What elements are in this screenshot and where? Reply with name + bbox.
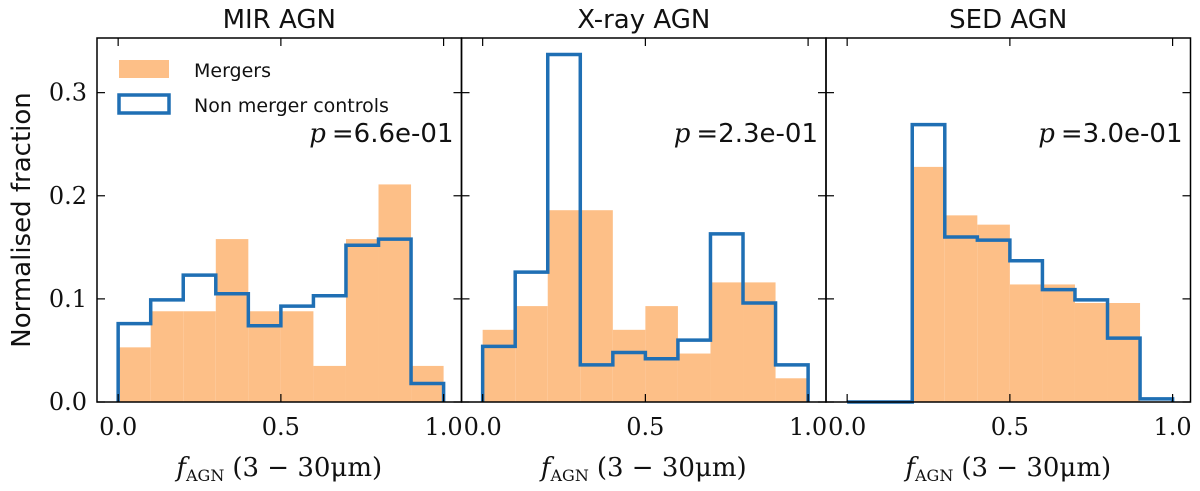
x-tick-label: 1.0: [1154, 413, 1192, 441]
x-axis-label: fAGN (3 − 30μm): [174, 453, 382, 485]
merger-bar: [912, 166, 945, 402]
legend-swatch-mergers: [119, 60, 169, 78]
merger-bar: [977, 224, 1010, 402]
merger-bar: [710, 282, 744, 402]
legend-label-mergers: Mergers: [194, 60, 271, 82]
panel-x-ray-agn: 0.0 0.5 1.0 X-ray AGN p =2.3e-01 fAGN (3 − 30μm…: [460, 5, 827, 485]
merger-bar: [515, 306, 548, 402]
p-symbol: p: [1038, 119, 1055, 149]
x-tick-label: 1.0: [425, 413, 463, 441]
p-value-label: p =3.0e-01: [1038, 119, 1182, 149]
p-symbol: p: [309, 119, 326, 149]
merger-bar: [1074, 303, 1108, 402]
merger-bar: [118, 347, 151, 402]
x-axis-label: fAGN (3 − 30μm): [903, 453, 1111, 485]
merger-bar: [580, 210, 613, 402]
control-step-line: [116, 237, 446, 402]
x-axis-label: fAGN (3 − 30μm): [539, 453, 747, 485]
merger-bar: [1009, 284, 1043, 402]
merger-bar: [645, 306, 678, 402]
merger-bar: [482, 329, 516, 402]
x-tick-label: 0.5: [262, 413, 300, 441]
y-tick-label: 0.2: [49, 182, 87, 210]
merger-bar: [183, 311, 216, 402]
p-value: =3.0e-01: [1061, 119, 1183, 149]
p-value-label: p =2.3e-01: [674, 119, 818, 149]
x-tick-label: 0.0: [464, 413, 502, 441]
merger-bar: [775, 378, 809, 402]
panel-title: SED AGN: [949, 5, 1067, 35]
x-tick-label: 0.5: [626, 413, 664, 441]
p-symbol: p: [674, 119, 691, 149]
merger-bar: [280, 311, 314, 402]
panel-title: X-ray AGN: [577, 5, 710, 35]
panel-title: MIR AGN: [223, 5, 336, 35]
legend: Mergers Non merger controls: [117, 60, 389, 117]
merger-bar: [215, 239, 249, 402]
p-value: =2.3e-01: [696, 119, 818, 149]
y-tick-label: 0.3: [49, 79, 87, 107]
p-value-label: p =6.6e-01: [309, 119, 453, 149]
p-value: =6.6e-01: [332, 119, 454, 149]
panel-mir-agn: 0.0 0.5 1.0 0.0 0.1 0.2 0.3 MIR AGN p =6.6e-01 fAG…: [49, 5, 463, 485]
merger-bar: [150, 311, 184, 402]
merger-bar: [1042, 284, 1075, 402]
merger-bar: [1107, 303, 1141, 402]
control-step-line: [847, 122, 1175, 404]
legend-label-controls: Non merger controls: [194, 95, 389, 117]
merger-bar: [743, 282, 776, 402]
x-tick-label: 0.0: [828, 413, 866, 441]
control-step-line: [480, 52, 810, 402]
x-tick-label: 1.0: [789, 413, 827, 441]
merger-bar: [378, 184, 412, 402]
merger-bar: [547, 210, 581, 402]
panel-sed-agn: 0.0 0.5 1.0 SED AGN p =3.0e-01 fAGN (3 − 30μm): [825, 5, 1192, 485]
y-axis-label: Normalised fraction: [7, 92, 37, 347]
merger-bar: [612, 329, 646, 402]
legend-swatch-controls: [117, 93, 171, 115]
panel-frame: [825, 37, 1192, 403]
x-tick-label: 0.0: [99, 413, 137, 441]
merger-bar: [313, 365, 346, 402]
y-tick-label: 0.0: [49, 388, 87, 416]
x-tick-label: 0.5: [991, 413, 1029, 441]
merger-bar: [677, 353, 711, 402]
y-tick-label: 0.1: [49, 285, 87, 313]
merger-bar: [944, 215, 978, 402]
merger-bar: [345, 239, 379, 402]
